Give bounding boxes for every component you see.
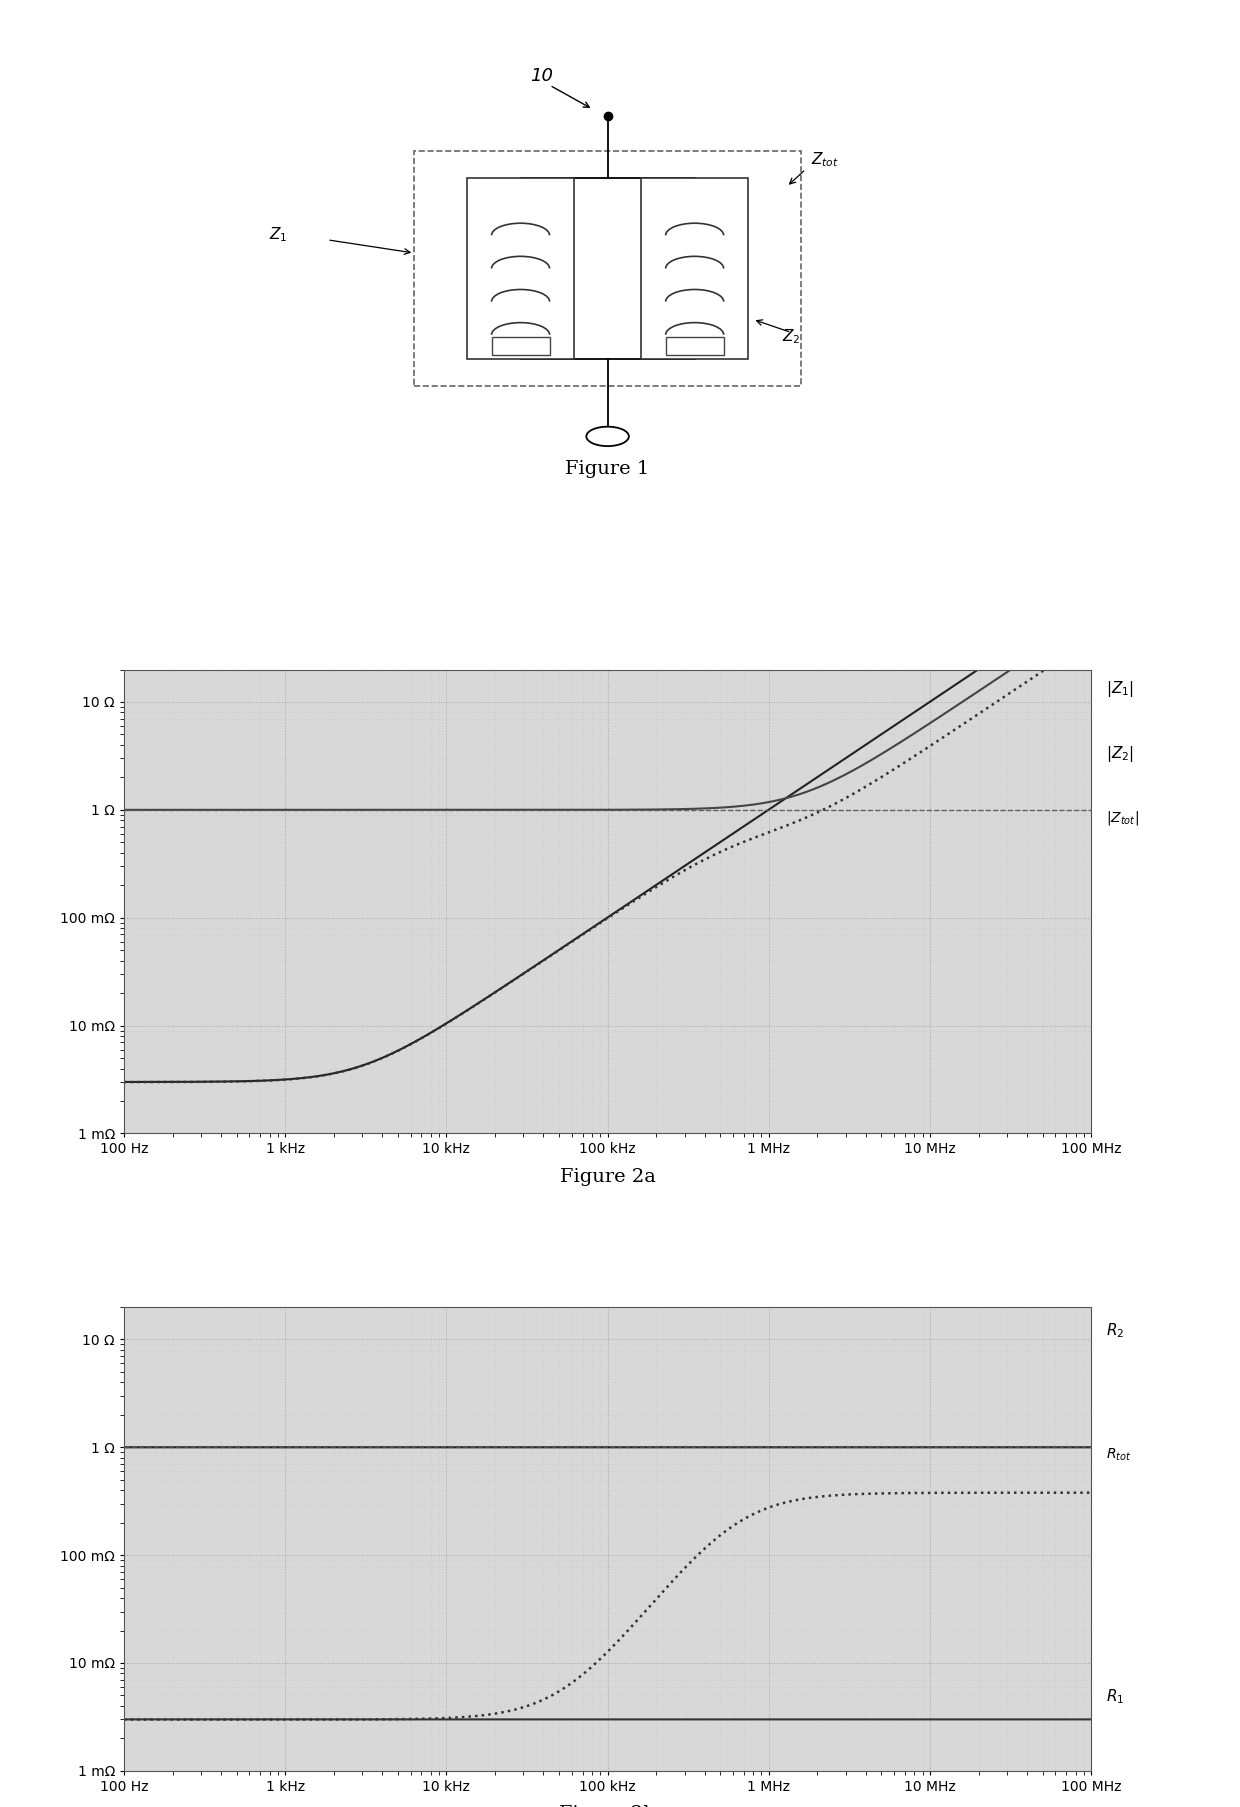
Text: $|Z_{tot}|$: $|Z_{tot}|$: [1106, 810, 1138, 828]
Text: $Z_2$: $Z_2$: [781, 327, 800, 347]
Text: $Z_1$: $Z_1$: [269, 226, 288, 244]
Text: $Z_{tot}$: $Z_{tot}$: [811, 150, 838, 170]
X-axis label: Figure 2a: Figure 2a: [559, 1167, 656, 1185]
Text: $R_2$: $R_2$: [1106, 1321, 1123, 1339]
Bar: [467, 177, 574, 360]
Text: $R_1$: $R_1$: [1106, 1688, 1123, 1706]
Bar: [641, 177, 748, 360]
Bar: [491, 336, 549, 354]
Bar: [666, 336, 724, 354]
Text: Figure 1: Figure 1: [565, 461, 650, 477]
Text: $|Z_1|$: $|Z_1|$: [1106, 679, 1133, 699]
X-axis label: Figure 2b: Figure 2b: [559, 1805, 656, 1807]
Text: 10: 10: [531, 67, 553, 85]
Text: $R_{tot}$: $R_{tot}$: [1106, 1446, 1131, 1462]
Text: $|Z_2|$: $|Z_2|$: [1106, 744, 1133, 764]
